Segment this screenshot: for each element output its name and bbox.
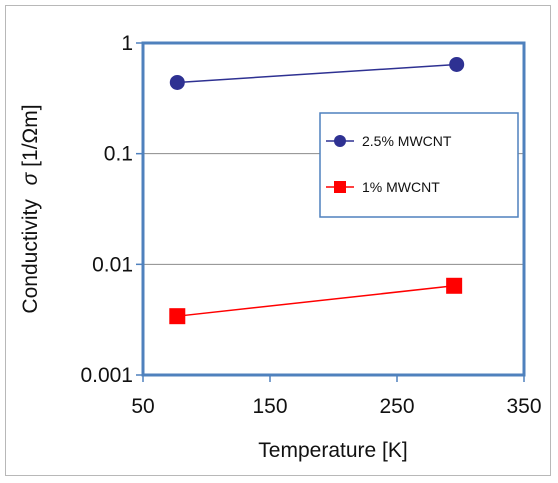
x-tick-label: 150 <box>252 395 287 418</box>
legend-marker-series-1 <box>334 135 346 147</box>
x-tick-label: 250 <box>379 395 414 418</box>
legend-label-series-1: 2.5% MWCNT <box>362 133 452 149</box>
series-layer <box>169 56 465 325</box>
plot-area <box>141 41 526 377</box>
series-2-line <box>177 285 455 317</box>
legend: 2.5% MWCNT 1% MWCNT <box>319 112 519 218</box>
y-axis-title-text: Conductivity <box>19 199 42 314</box>
chart-frame: 0.001 0.01 0.1 1 50 150 250 350 Temperature [K]… <box>5 5 551 476</box>
y-tick-label: 0.1 <box>104 143 133 166</box>
x-tick-label: 50 <box>131 395 154 418</box>
legend-marker-series-2 <box>334 181 346 193</box>
series-2-point <box>446 277 463 294</box>
legend-label-series-2: 1% MWCNT <box>362 179 440 195</box>
y-axis-title: Conductivity σ [1/Ωm] <box>19 104 42 313</box>
y-axis-title-symbol: σ <box>19 171 42 185</box>
legend-box <box>319 112 519 218</box>
y-tick-label: 0.01 <box>92 253 133 276</box>
series-2-point <box>169 308 186 325</box>
series-1-point <box>169 74 185 90</box>
y-tick-label: 1 <box>121 32 133 55</box>
x-axis-title: Temperature [K] <box>258 439 407 462</box>
y-tick-label: 0.001 <box>80 364 133 387</box>
series-1-line <box>177 63 457 84</box>
x-tick-label: 350 <box>506 395 541 418</box>
series-1-point <box>449 56 465 72</box>
y-axis-title-units: [1/Ωm] <box>19 104 42 166</box>
